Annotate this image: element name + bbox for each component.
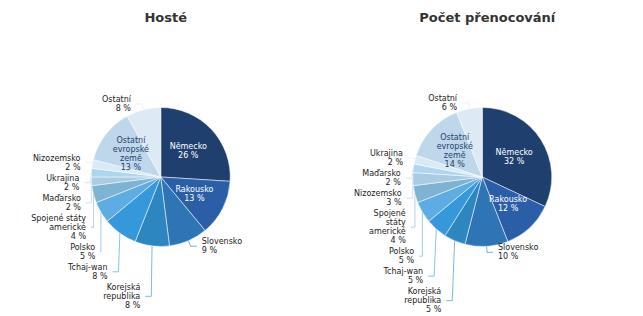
svg-text:5 %: 5 % (399, 256, 415, 265)
svg-text:státy: státy (386, 218, 406, 227)
svg-text:14 %: 14 % (445, 160, 466, 169)
svg-text:13 %: 13 % (121, 163, 142, 172)
svg-text:Korejská: Korejská (408, 287, 442, 296)
svg-text:republika: republika (404, 296, 441, 305)
svg-text:Rakousko: Rakousko (489, 195, 527, 204)
svg-text:Polsko: Polsko (389, 247, 414, 256)
svg-text:Maďarsko: Maďarsko (362, 169, 401, 178)
svg-text:2 %: 2 % (388, 158, 404, 167)
svg-text:americké: americké (369, 226, 406, 236)
svg-text:8 %: 8 % (92, 272, 108, 281)
svg-text:Ukrajina: Ukrajina (370, 149, 403, 158)
svg-text:Ostatní: Ostatní (428, 94, 458, 103)
svg-text:Slovensko: Slovensko (202, 237, 242, 246)
svg-text:5 %: 5 % (80, 252, 96, 261)
svg-text:Nizozemsko: Nizozemsko (354, 189, 402, 198)
svg-text:Ostatní: Ostatní (440, 133, 470, 142)
svg-text:Spojené státy: Spojené státy (31, 213, 86, 223)
svg-text:2 %: 2 % (64, 183, 80, 192)
svg-text:12 %: 12 % (498, 204, 519, 213)
svg-text:9 %: 9 % (202, 246, 218, 255)
svg-text:5 %: 5 % (408, 276, 424, 285)
svg-text:4 %: 4 % (71, 232, 87, 241)
svg-text:Německo: Německo (495, 148, 532, 157)
svg-text:10 %: 10 % (498, 252, 519, 261)
svg-text:evropské: evropské (113, 144, 149, 154)
svg-text:2 %: 2 % (385, 178, 401, 187)
svg-text:Slovensko: Slovensko (498, 243, 538, 252)
svg-text:země: země (120, 154, 142, 163)
svg-text:Ostatní: Ostatní (102, 95, 132, 104)
svg-text:2 %: 2 % (65, 163, 81, 172)
svg-text:3 %: 3 % (386, 198, 402, 207)
svg-text:Spojené: Spojené (374, 208, 406, 218)
svg-text:26 %: 26 % (178, 151, 199, 160)
svg-text:americké: americké (49, 222, 86, 232)
svg-text:8 %: 8 % (125, 301, 141, 310)
svg-text:evropské: evropské (437, 141, 473, 151)
svg-text:2 %: 2 % (66, 203, 82, 212)
svg-text:Maďarsko: Maďarsko (42, 194, 81, 203)
svg-text:Nizozemsko: Nizozemsko (33, 154, 81, 163)
svg-text:Korejská: Korejská (107, 283, 141, 292)
svg-text:Tchaj-wan: Tchaj-wan (383, 267, 424, 276)
svg-text:republika: republika (103, 292, 140, 301)
svg-text:Rakousko: Rakousko (175, 185, 213, 194)
svg-text:Hosté: Hosté (144, 10, 187, 25)
svg-text:Počet přenocování: Počet přenocování (419, 10, 557, 25)
svg-text:Ostatní: Ostatní (116, 136, 146, 145)
svg-text:Tchaj-wan: Tchaj-wan (67, 263, 108, 272)
svg-text:země: země (444, 151, 466, 160)
svg-text:32 %: 32 % (504, 157, 525, 166)
svg-text:5 %: 5 % (426, 305, 442, 314)
svg-text:Ukrajina: Ukrajina (46, 174, 79, 183)
svg-text:6 %: 6 % (442, 103, 458, 112)
svg-text:8 %: 8 % (116, 104, 132, 113)
svg-text:Polsko: Polsko (70, 243, 95, 252)
svg-text:13 %: 13 % (184, 194, 205, 203)
svg-text:Německo: Německo (170, 142, 207, 151)
svg-text:4 %: 4 % (391, 236, 407, 245)
